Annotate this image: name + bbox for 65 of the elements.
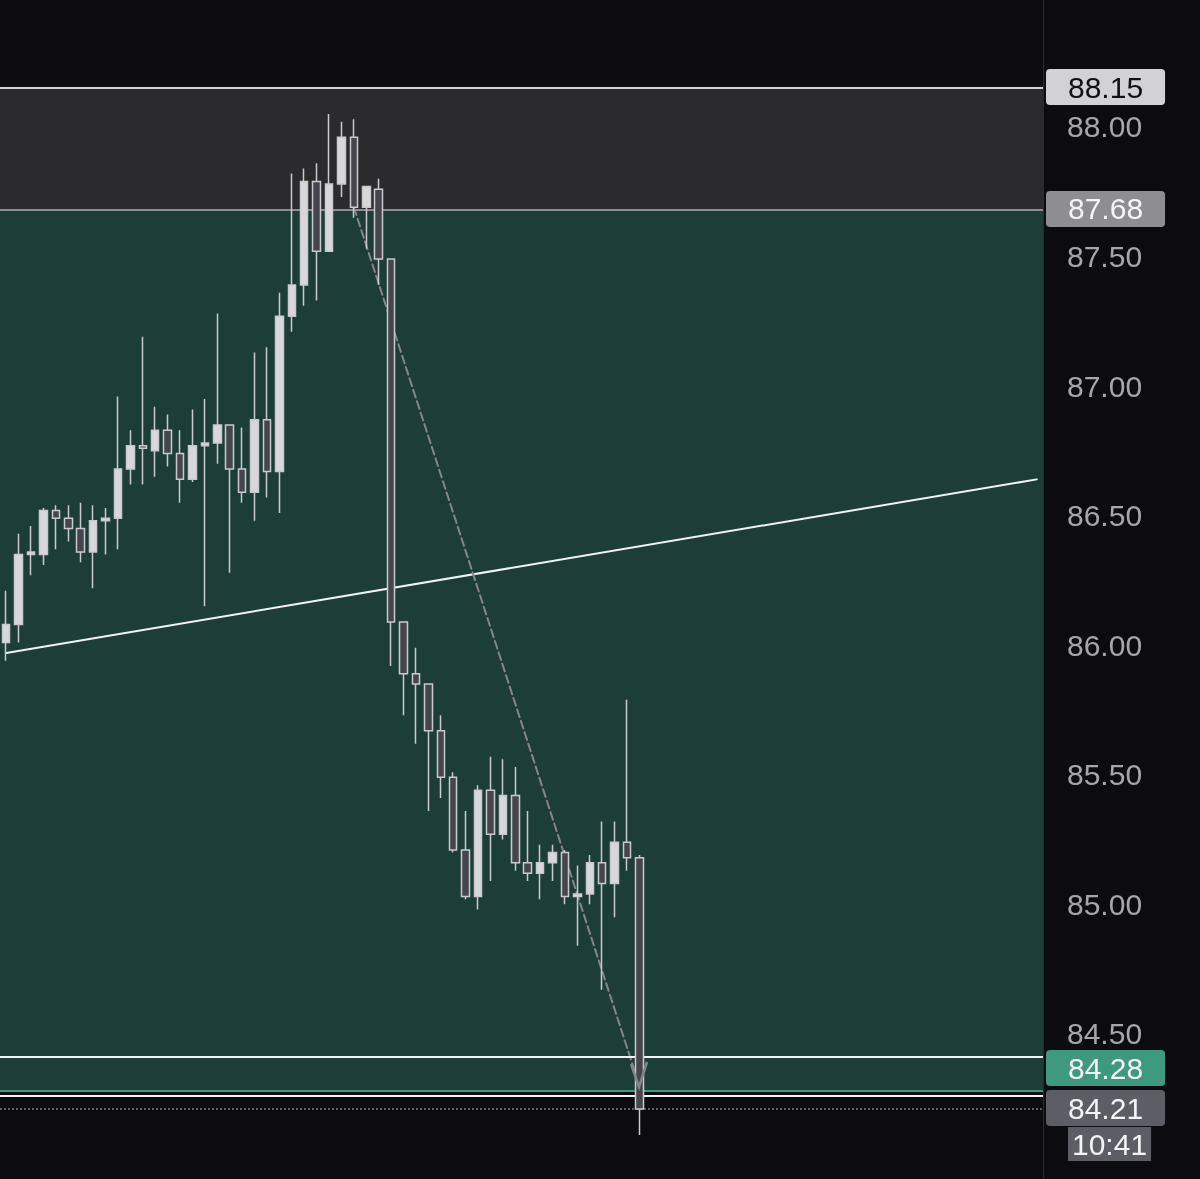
candlestick <box>75 501 86 564</box>
candlestick <box>448 771 458 854</box>
candlestick <box>88 504 98 589</box>
candlestick <box>423 683 434 812</box>
candlestick <box>411 647 421 745</box>
y-tick-label: 88.00 <box>1067 110 1143 144</box>
candlestick <box>224 424 235 574</box>
candlestick <box>187 408 198 483</box>
candlestick <box>324 113 334 253</box>
candlestick <box>249 351 260 522</box>
y-tick-label: 87.00 <box>1067 369 1143 403</box>
candlestick <box>138 336 148 486</box>
y-tick-label: 86.00 <box>1067 628 1143 662</box>
candlestick <box>1 590 11 662</box>
candlestick <box>386 258 396 667</box>
candlestick <box>51 504 61 551</box>
candlestick <box>175 429 185 504</box>
candlestick <box>336 121 347 198</box>
text: 10:41 <box>1072 1127 1148 1161</box>
candlestick <box>311 162 322 302</box>
candlestick <box>485 755 496 882</box>
y-tick-label: 85.50 <box>1067 758 1143 792</box>
candlestick <box>510 766 521 872</box>
ref-line-label: 88.15 <box>1068 70 1144 104</box>
y-tick-label: 87.50 <box>1067 240 1143 274</box>
candlestick <box>498 758 508 841</box>
candlestick <box>609 820 620 919</box>
candlestick <box>373 178 384 286</box>
ref-line-label: 84.28 <box>1068 1051 1144 1085</box>
candlestick <box>113 395 123 551</box>
candlestick <box>26 525 36 576</box>
candlestick <box>212 312 223 465</box>
candlestick <box>361 185 372 250</box>
candlestick <box>237 426 247 504</box>
candlestick <box>299 167 309 307</box>
candlestick <box>460 810 471 900</box>
candlestick <box>349 118 359 219</box>
ref-line-label: 84.21 <box>1068 1091 1144 1125</box>
candlestick <box>436 714 446 799</box>
candlestick <box>560 849 570 906</box>
candlestick <box>38 507 49 566</box>
candlestick <box>535 843 545 900</box>
y-tick-label: 85.00 <box>1067 887 1143 921</box>
candlestick <box>585 854 595 906</box>
candlestick <box>100 507 111 556</box>
candlestick <box>398 621 409 716</box>
candlestick <box>274 292 285 514</box>
y-tick-label: 86.50 <box>1067 499 1143 533</box>
ref-line-label: 87.68 <box>1068 192 1144 226</box>
candlestick <box>473 784 483 911</box>
candlestick <box>125 429 136 486</box>
candlestick <box>162 413 173 468</box>
y-tick-label: 84.50 <box>1067 1017 1143 1051</box>
candlestick <box>634 854 645 1136</box>
candlestick <box>622 698 632 872</box>
candlestick <box>287 172 297 333</box>
candlestick <box>200 398 210 608</box>
candlestick <box>572 864 583 947</box>
candlestick <box>150 406 160 478</box>
candlestick <box>547 843 558 882</box>
candlestick <box>13 533 24 644</box>
candlestick <box>597 820 607 991</box>
candlestick <box>262 346 272 499</box>
candlestick <box>522 810 533 882</box>
candlestick <box>63 504 74 543</box>
